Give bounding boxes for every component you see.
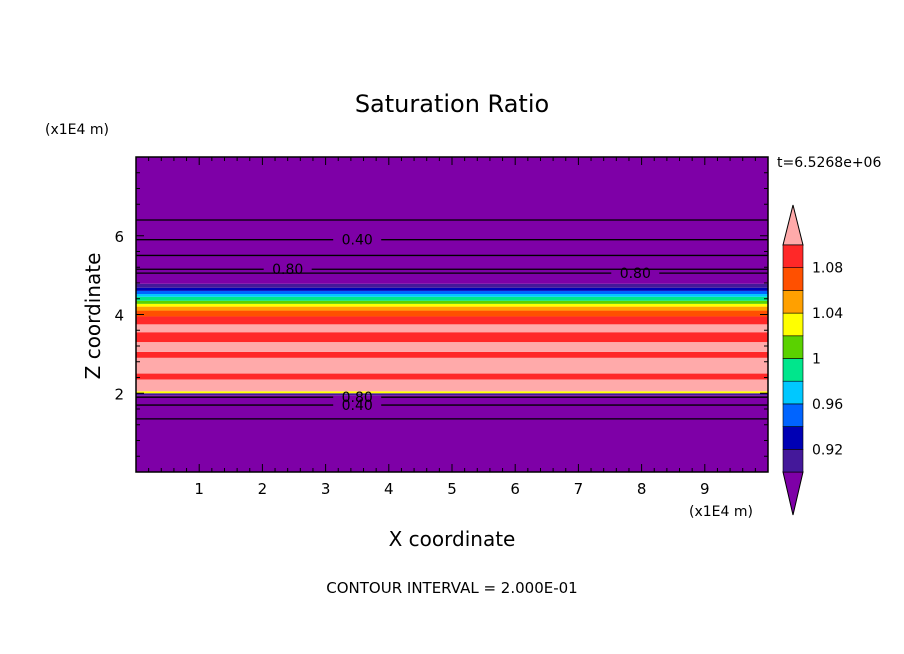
band-19 <box>136 283 768 288</box>
band-12 <box>136 306 768 311</box>
x-tick-label: 7 <box>574 480 584 498</box>
y-tick-label: 4 <box>114 307 124 325</box>
band-16 <box>136 294 768 297</box>
band-7 <box>136 342 768 352</box>
colorbar-segment-7 <box>782 290 804 314</box>
colorbar-segment-6 <box>782 312 804 337</box>
colorbar-label: 0.92 <box>812 442 843 458</box>
band-2 <box>136 391 768 394</box>
contour-interval-footer: CONTOUR INTERVAL = 2.000E-01 <box>326 579 577 597</box>
band-11 <box>136 310 768 317</box>
colorbar-segment-0 <box>782 448 804 473</box>
colorbar-segment-5 <box>782 335 804 359</box>
band-1 <box>136 393 768 396</box>
colorbar-segment-8 <box>782 267 804 291</box>
band-14 <box>136 300 768 304</box>
band-10 <box>136 316 768 325</box>
colorbar-segment-9 <box>782 244 804 269</box>
colorbar-label: 1.04 <box>812 306 843 322</box>
band-6 <box>136 351 768 358</box>
x-tick-label: 4 <box>384 480 394 498</box>
contour-label-6: 0.40 <box>342 398 373 414</box>
x-tick-label: 3 <box>321 480 331 498</box>
colorbar-segment-2 <box>782 403 804 427</box>
contour-label-5: 0.80 <box>342 390 373 406</box>
chart-title: Saturation Ratio <box>355 90 549 118</box>
band-3 <box>136 379 768 392</box>
x-tick-label: 8 <box>637 480 647 498</box>
x-tick-label: 9 <box>700 480 710 498</box>
x-tick-label: 1 <box>194 480 204 498</box>
x-unit-label: (x1E4 m) <box>689 504 753 520</box>
colorbar-segment-4 <box>782 358 804 382</box>
contour-label-3: 0.80 <box>272 262 303 278</box>
band-9 <box>136 324 768 333</box>
band-15 <box>136 296 768 301</box>
band-5 <box>136 357 768 374</box>
x-tick-label: 6 <box>510 480 520 498</box>
colorbar-label: 0.96 <box>812 397 843 413</box>
y-tick-label: 2 <box>114 385 124 403</box>
band-8 <box>136 332 768 343</box>
colorbar-segment-3 <box>782 380 804 405</box>
x-tick-label: 5 <box>447 480 457 498</box>
band-18 <box>136 287 768 291</box>
contour-label-1: 0.40 <box>342 233 373 249</box>
x-axis-title: X coordinate <box>389 527 516 551</box>
y-tick-label: 6 <box>114 228 124 246</box>
colorbar-arrow-high <box>782 204 804 246</box>
band-17 <box>136 290 768 295</box>
colorbar-segment-1 <box>782 426 804 450</box>
y-axis-title: Z coordinate <box>81 253 105 380</box>
band-0 <box>136 395 768 472</box>
band-4 <box>136 373 768 380</box>
colorbar-label: 1 <box>812 352 821 368</box>
contour-label-4: 0.80 <box>620 266 651 282</box>
y-unit-label: (x1E4 m) <box>45 122 109 138</box>
colorbar-label: 1.08 <box>812 261 843 277</box>
band-13 <box>136 303 768 307</box>
time-label: t=6.5268e+06 <box>777 155 881 171</box>
x-tick-label: 2 <box>258 480 268 498</box>
colorbar-arrow-low <box>782 471 804 516</box>
colorbar: 0.92 0.96 1 1.04 1.08 <box>782 204 843 516</box>
